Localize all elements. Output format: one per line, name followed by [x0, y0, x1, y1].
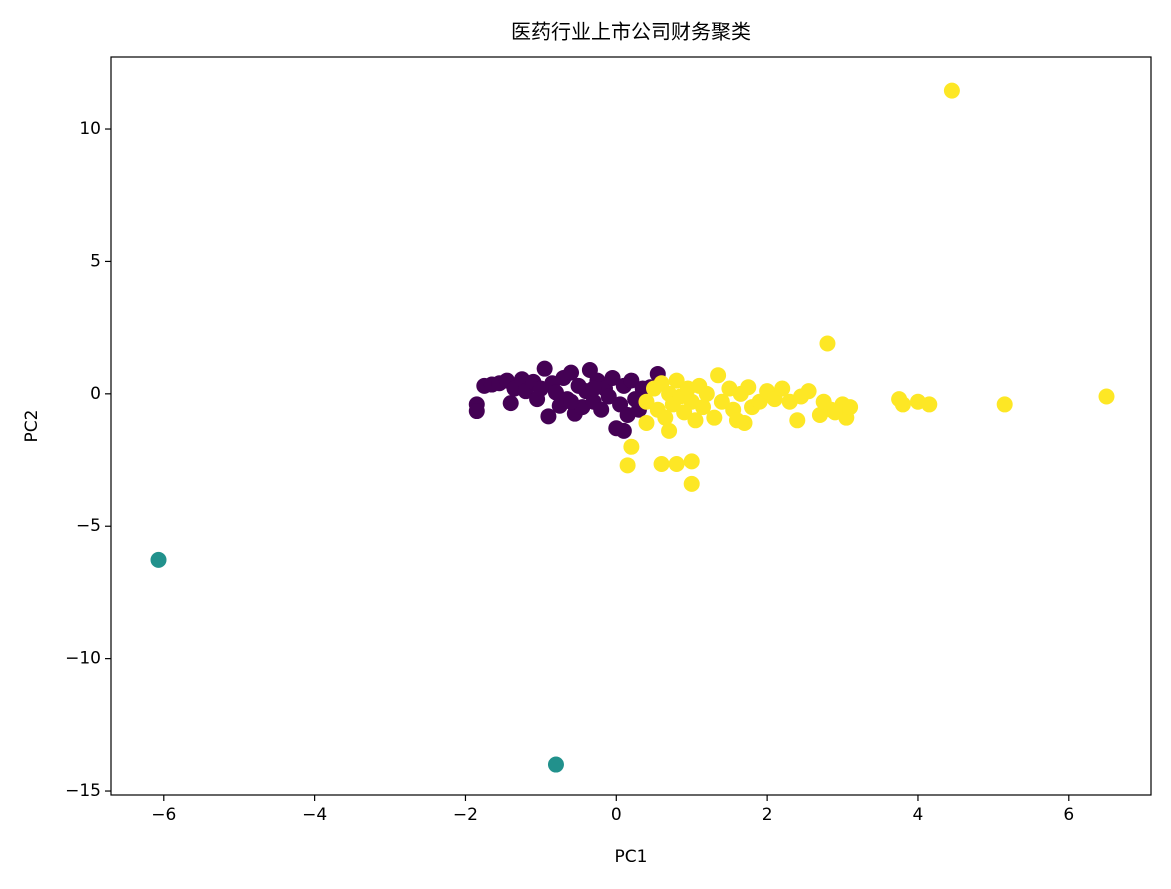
y-axis-label: PC2 [22, 410, 42, 443]
point [502, 395, 519, 412]
point [468, 403, 485, 420]
point [894, 396, 911, 413]
point [706, 409, 723, 426]
point [661, 422, 678, 439]
x-tick-label: −4 [302, 805, 327, 825]
point [1098, 388, 1115, 405]
point [540, 408, 557, 425]
point [532, 380, 549, 397]
point [593, 401, 610, 418]
point [585, 380, 602, 397]
point [710, 367, 727, 384]
point [547, 756, 564, 773]
point [698, 385, 715, 402]
x-tick-label: −6 [151, 805, 176, 825]
point [668, 372, 685, 389]
point [615, 422, 632, 439]
y-tick-label: 10 [79, 119, 101, 139]
point [668, 455, 685, 472]
point [638, 414, 655, 431]
y-tick-label: 5 [90, 251, 101, 271]
point [683, 453, 700, 470]
point [695, 399, 712, 416]
y-tick-label: −15 [65, 781, 101, 801]
point [800, 383, 817, 400]
point [619, 457, 636, 474]
point [536, 360, 553, 377]
y-tick-label: −10 [65, 649, 101, 669]
point [774, 380, 791, 397]
point [600, 388, 617, 405]
point [921, 396, 938, 413]
point [687, 412, 704, 429]
point [683, 475, 700, 492]
point [623, 438, 640, 455]
x-tick-label: −2 [453, 805, 478, 825]
point [943, 82, 960, 99]
chart-title: 医药行业上市公司财务聚类 [511, 20, 751, 44]
point [827, 404, 844, 421]
y-tick-label: 0 [90, 384, 101, 404]
point [604, 369, 621, 386]
point [623, 372, 640, 389]
point [996, 396, 1013, 413]
point [713, 393, 730, 410]
x-tick-label: 6 [1063, 805, 1074, 825]
point [653, 455, 670, 472]
x-axis-label: PC1 [615, 847, 648, 867]
point [819, 335, 836, 352]
point [563, 393, 580, 410]
x-tick-label: 4 [913, 805, 924, 825]
point [563, 364, 580, 381]
point [657, 409, 674, 426]
point [638, 393, 655, 410]
x-tick-label: 2 [762, 805, 773, 825]
x-tick-label: 0 [611, 805, 622, 825]
plot-frame [110, 56, 1152, 796]
point [150, 551, 167, 568]
point [842, 399, 859, 416]
point [789, 412, 806, 429]
point [736, 414, 753, 431]
point [740, 379, 757, 396]
y-tick-label: −5 [76, 516, 101, 536]
